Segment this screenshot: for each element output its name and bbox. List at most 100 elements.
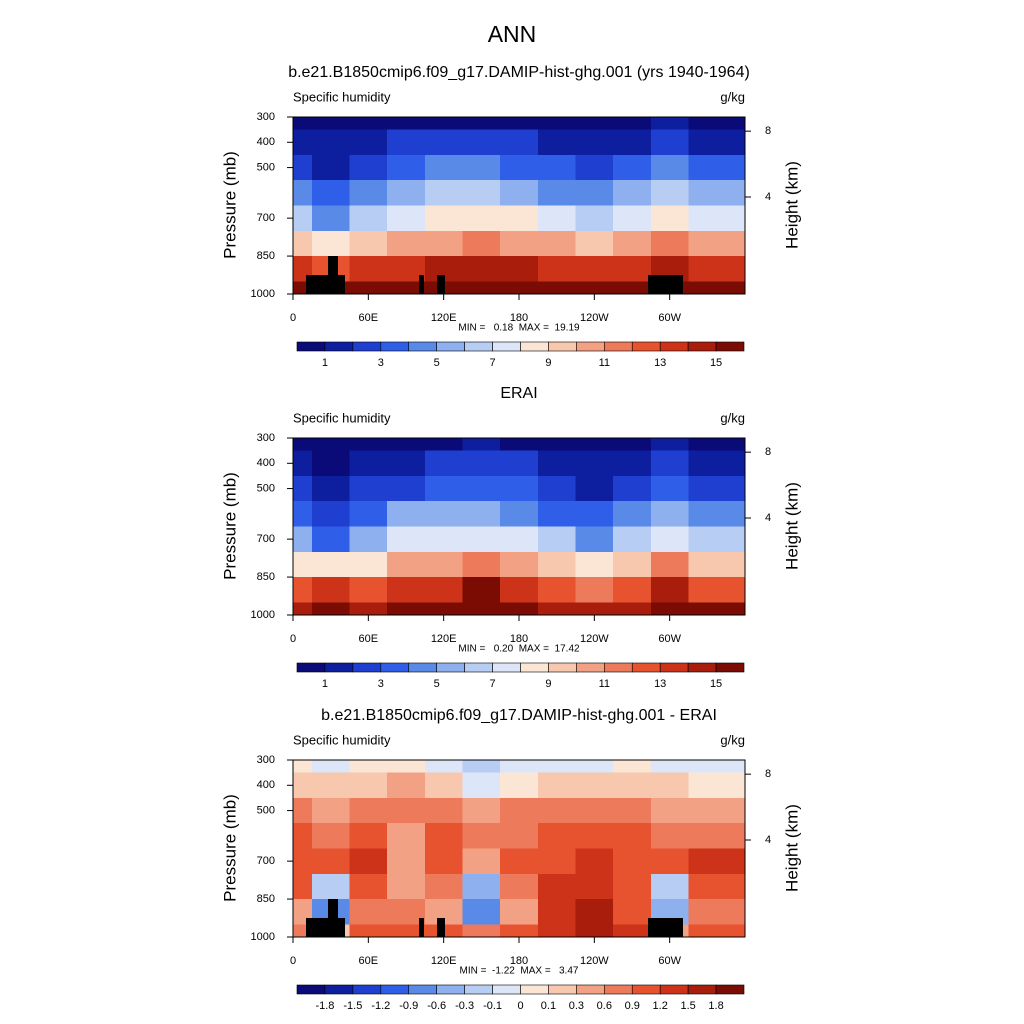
- contour-cell: [500, 848, 539, 875]
- terrain-mask: [328, 899, 338, 919]
- contour-cell: [688, 899, 746, 925]
- contour-cell: [613, 180, 652, 206]
- contour-cell: [575, 154, 614, 181]
- contour-cell: [293, 577, 313, 603]
- contour-cell: [688, 797, 746, 824]
- contour-cell: [613, 256, 652, 282]
- panel-title: b.e21.B1850cmip6.f09_g17.DAMIP-hist-ghg.…: [321, 707, 717, 724]
- contour-cell: [575, 230, 614, 257]
- y2-tick-label: 8: [765, 125, 771, 137]
- contour-cell: [650, 873, 689, 900]
- contour-cell: [613, 848, 652, 875]
- contour-cell: [500, 154, 539, 181]
- colorbar-box: [408, 984, 437, 995]
- contour-cell: [575, 281, 614, 295]
- contour-cell: [537, 281, 576, 295]
- contour-cell: [293, 551, 313, 578]
- x-tick-label: 0: [290, 955, 296, 967]
- y-tick-label: 700: [257, 212, 275, 224]
- y-tick-label: 850: [257, 571, 275, 583]
- contour-cell: [537, 526, 576, 553]
- y2-tick-label: 4: [765, 834, 771, 846]
- contour-cell: [537, 797, 576, 824]
- colorbar-box: [687, 341, 717, 352]
- contour-cell: [537, 117, 576, 131]
- colorbar-box: [380, 662, 410, 673]
- colorbar-label: 5: [434, 678, 440, 690]
- contour-cell: [688, 230, 746, 257]
- colorbar-label: 7: [490, 678, 496, 690]
- colorbar-label: 1.8: [708, 1000, 723, 1012]
- contour-cell: [650, 577, 689, 603]
- contour-cell: [462, 873, 501, 900]
- contour-cell: [424, 117, 463, 131]
- contour-cell: [613, 501, 652, 527]
- colorbar-box: [436, 662, 465, 673]
- colorbar-box: [464, 984, 493, 995]
- contour-cell: [537, 154, 576, 181]
- contour-cell: [311, 873, 350, 900]
- contour-cell: [500, 450, 539, 477]
- contour-cell: [349, 117, 388, 131]
- colorbar-label: -1.2: [371, 1000, 390, 1012]
- colorbar-box: [548, 984, 577, 995]
- contour-cell: [688, 551, 746, 578]
- contour-cell: [462, 180, 501, 206]
- contour-cell: [500, 526, 539, 553]
- contour-cell: [537, 848, 576, 875]
- x-tick-label: 120W: [580, 955, 609, 967]
- colorbar-box: [324, 341, 354, 352]
- contour-cell: [349, 281, 388, 295]
- y-tick-label: 400: [257, 136, 275, 148]
- contour-cell: [349, 501, 388, 527]
- colorbar-label: 3: [378, 678, 384, 690]
- stats-label: MIN = 0.18 MAX = 19.19: [458, 323, 580, 334]
- contour-cell: [462, 577, 501, 603]
- colorbar-label: -0.6: [427, 1000, 446, 1012]
- colorbar-label: 13: [654, 357, 666, 369]
- contour-cell: [349, 577, 388, 603]
- contour-cell: [575, 823, 614, 849]
- contour-cell: [650, 230, 689, 257]
- colorbar-box: [492, 341, 521, 352]
- contour-cell: [688, 205, 746, 232]
- contour-cell: [462, 924, 501, 938]
- contour-cell: [462, 281, 501, 295]
- terrain-mask: [306, 275, 345, 294]
- contour-cell: [311, 129, 350, 156]
- contour-cell: [293, 873, 313, 900]
- terrain-mask: [437, 918, 445, 937]
- contour-cell: [293, 117, 313, 131]
- contour-cell: [424, 450, 463, 477]
- contour-cell: [462, 205, 501, 232]
- colorbar-label: -0.9: [399, 1000, 418, 1012]
- contour-cell: [424, 501, 463, 527]
- colorbar-box: [352, 984, 382, 995]
- contour-cell: [311, 450, 350, 477]
- colorbar-label: 7: [490, 357, 496, 369]
- contour-cell: [688, 180, 746, 206]
- contour-cell: [293, 475, 313, 502]
- contour-cell: [500, 281, 539, 295]
- colorbar-box: [520, 662, 549, 673]
- colorbar-box: [604, 662, 633, 673]
- contour-cell: [688, 117, 746, 131]
- colorbar-box: [548, 662, 577, 673]
- contour-cell: [387, 760, 426, 774]
- contour-cell: [688, 873, 746, 900]
- colorbar-box: [631, 662, 661, 673]
- contour-cell: [387, 924, 426, 938]
- contour-cell: [349, 526, 388, 553]
- contour-cell: [650, 129, 689, 156]
- colorbar-box: [631, 984, 661, 995]
- contour-cell: [537, 577, 576, 603]
- colorbar-box: [380, 341, 410, 352]
- contour-cell: [575, 924, 614, 938]
- contour-cell: [311, 438, 350, 452]
- contour-cell: [387, 438, 426, 452]
- x-tick-label: 60W: [658, 955, 681, 967]
- colorbar-box: [324, 662, 354, 673]
- contour-cell: [650, 602, 689, 616]
- contour-cell: [537, 450, 576, 477]
- contour-cell: [387, 873, 426, 900]
